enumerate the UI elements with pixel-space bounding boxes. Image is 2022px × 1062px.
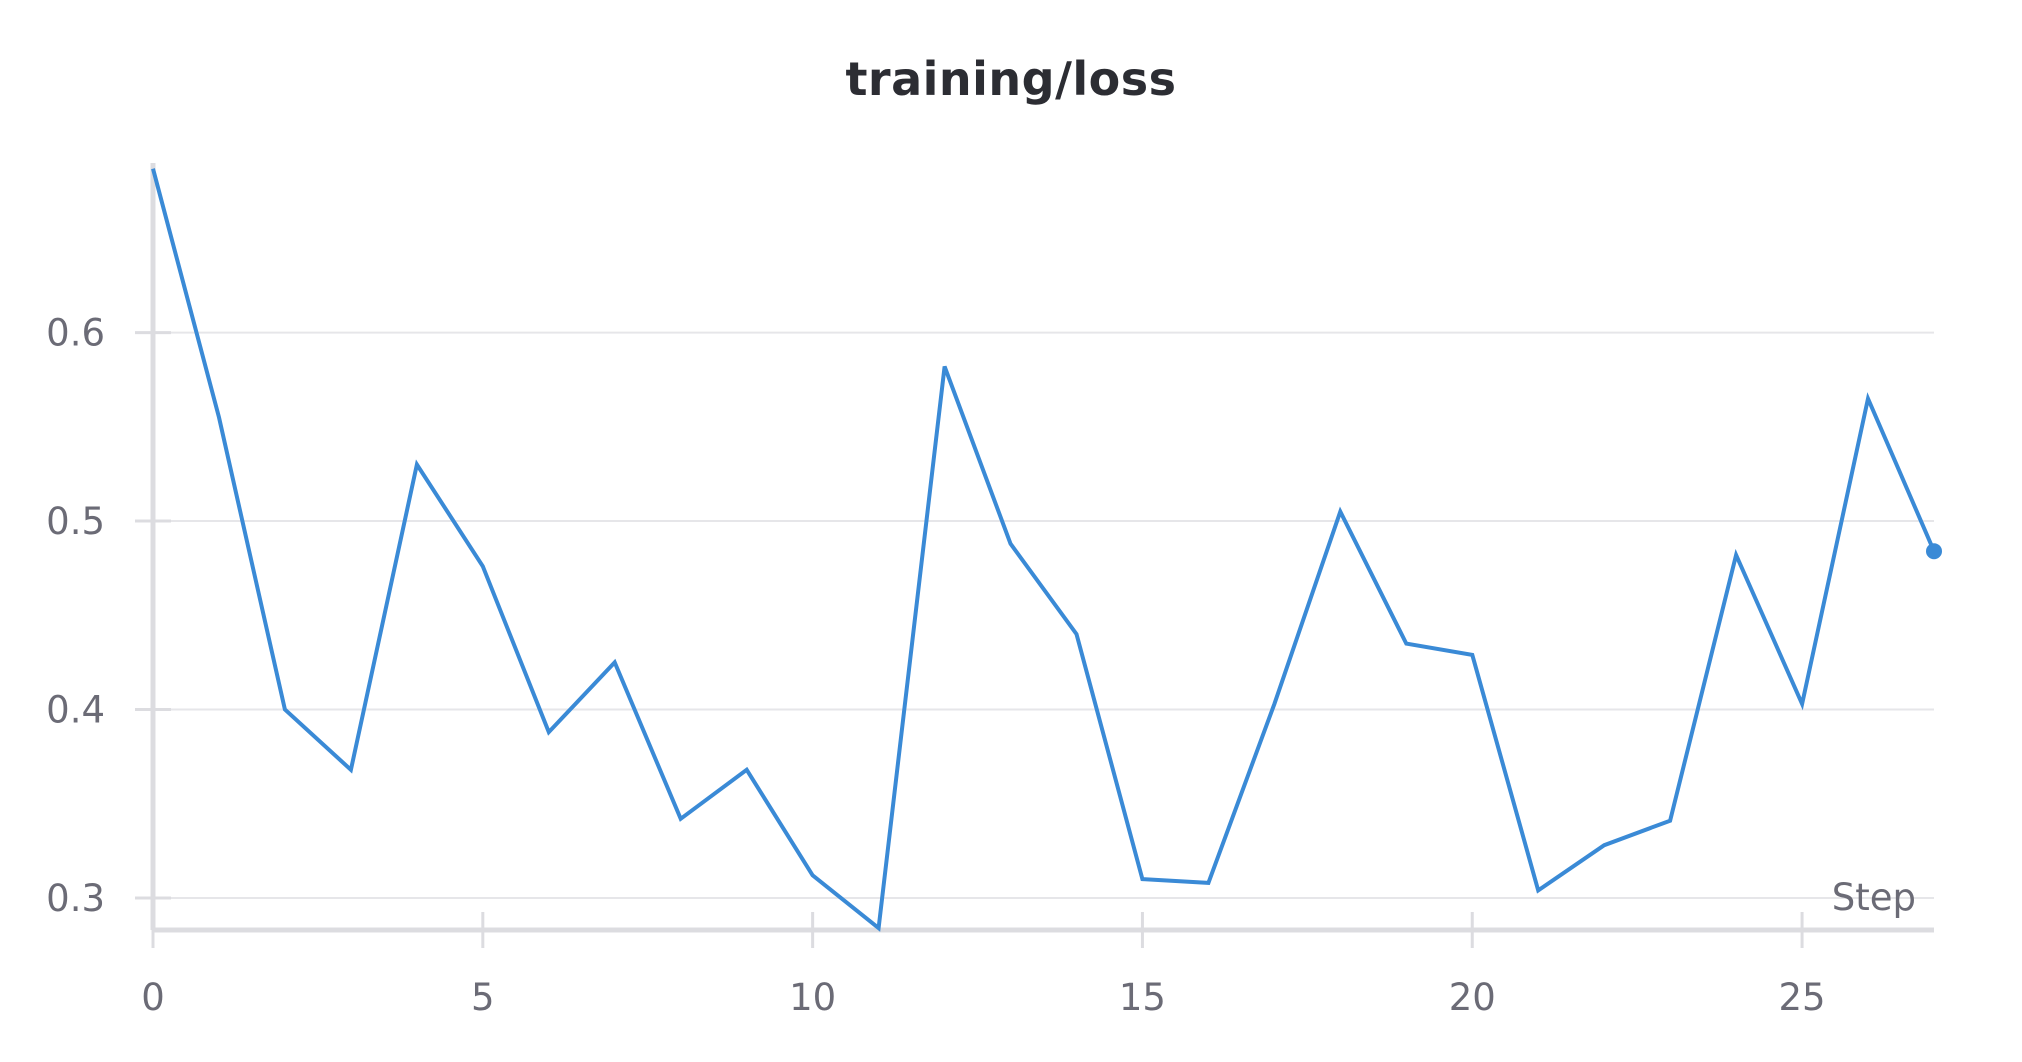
x-axis-title: Step: [1832, 876, 1916, 919]
x-tick-label: 10: [789, 976, 836, 1019]
x-tick-label: 15: [1119, 976, 1166, 1019]
y-tick-label: 0.6: [46, 312, 105, 355]
x-ticks: 0 5 10 15 20 25: [141, 912, 1826, 1019]
axes: [150, 163, 1934, 933]
y-tick-label: 0.3: [46, 877, 105, 920]
last-point-marker: [1926, 543, 1942, 560]
y-ticks: 0.3 0.4 0.5 0.6: [46, 312, 171, 920]
grid-lines: [153, 331, 1934, 899]
chart-title: training/loss: [845, 52, 1177, 106]
x-tick-label: 0: [141, 976, 165, 1019]
series: [151, 168, 1942, 932]
y-tick-label: 0.5: [46, 500, 105, 543]
series-line: [151, 168, 1936, 932]
y-tick-label: 0.4: [46, 689, 105, 732]
x-tick-label: 20: [1449, 976, 1496, 1019]
x-tick-label: 25: [1779, 976, 1826, 1019]
x-tick-label: 5: [471, 976, 495, 1019]
